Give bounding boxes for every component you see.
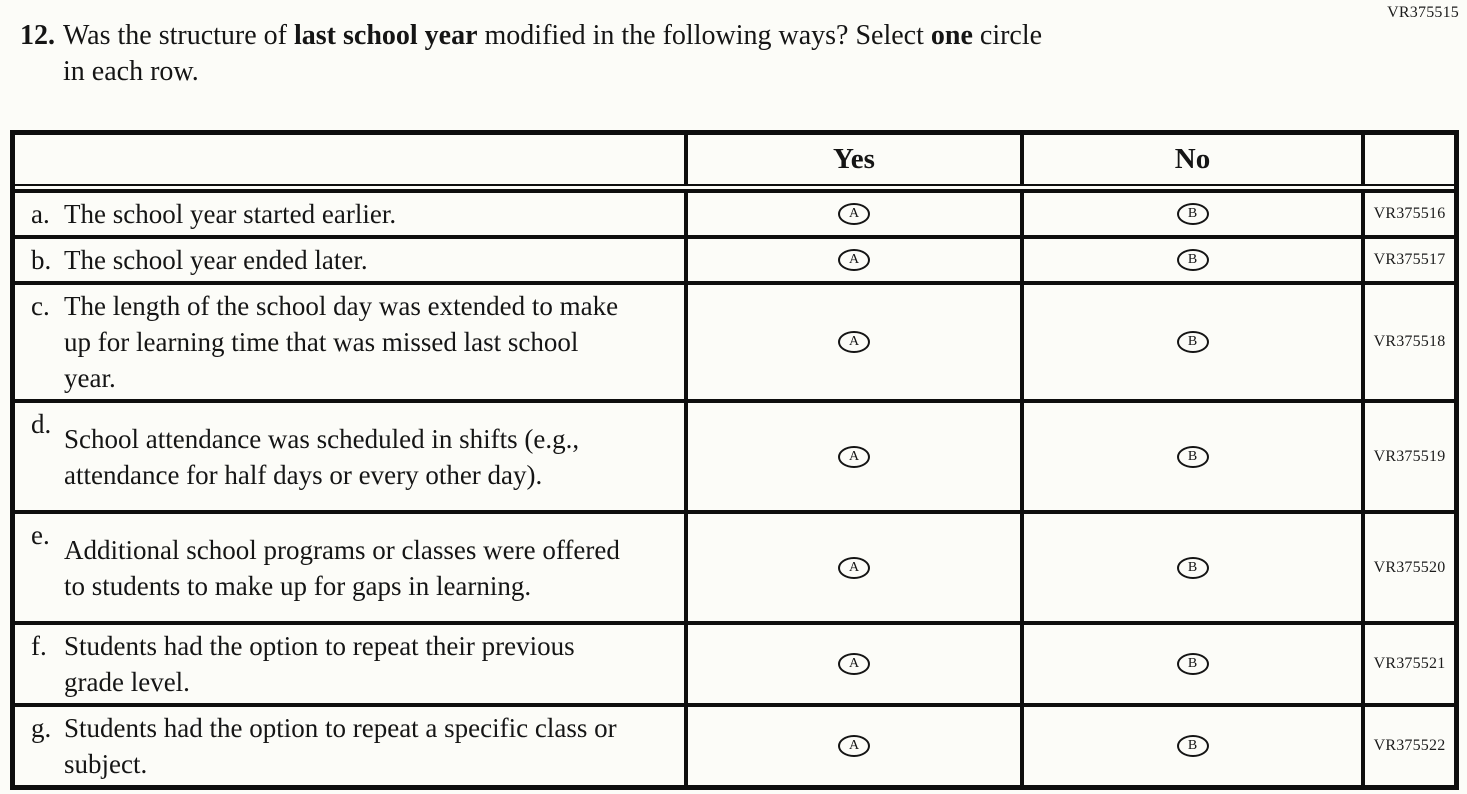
table-body: a. The school year started earlier. A B … — [15, 189, 1454, 785]
row-statement-cell: b. The school year ended later. — [15, 239, 688, 281]
row-text: Additional school programs or classes we… — [64, 534, 620, 601]
question-line-2: in each row. — [63, 56, 199, 87]
row-statement-cell: e. Additional school programs or classes… — [15, 514, 688, 621]
col-header-yes: Yes — [688, 135, 1024, 184]
row-label: e. — [31, 520, 50, 550]
yes-cell: A — [688, 193, 1024, 235]
table-row-e: e. Additional school programs or classes… — [15, 514, 1454, 625]
row-text: School attendance was scheduled in shift… — [64, 423, 580, 490]
row-statement-cell: g. Students had the option to repeat a s… — [15, 707, 688, 785]
answer-bubble-no[interactable]: B — [1176, 735, 1209, 757]
answer-bubble-no[interactable]: B — [1176, 653, 1209, 675]
row-statement-cell: f. Students had the option to repeat the… — [15, 625, 688, 703]
row-label: g. — [31, 713, 52, 743]
no-cell: B — [1024, 625, 1365, 703]
yes-cell: A — [688, 285, 1024, 399]
answer-bubble-no[interactable]: B — [1176, 445, 1209, 468]
question-bold-last-school-year: last school year — [294, 20, 478, 51]
table-row-g: g. Students had the option to repeat a s… — [15, 707, 1454, 785]
header-row: Yes No — [15, 135, 1454, 186]
answer-bubble-yes[interactable]: A — [838, 653, 870, 675]
no-cell: B — [1024, 514, 1365, 621]
row-statement-cell: d. School attendance was scheduled in sh… — [15, 403, 688, 510]
row-label: d. — [31, 409, 52, 439]
row-label: c. — [31, 291, 50, 321]
header-blank-code-cell — [1365, 135, 1454, 184]
answer-bubble-yes[interactable]: A — [838, 249, 870, 271]
question-text: Was the structure of last school year mo… — [63, 18, 1042, 90]
answer-bubble-yes[interactable]: A — [838, 203, 870, 225]
response-table: Yes No a. The school year started earlie… — [10, 130, 1459, 790]
row-label: f. — [31, 631, 47, 661]
yes-cell: A — [688, 514, 1024, 621]
row-vr-code: VR375518 — [1373, 333, 1446, 350]
no-cell: B — [1024, 239, 1365, 281]
question-bold-one: one — [930, 20, 973, 51]
form-code-top: VR375515 — [1387, 4, 1459, 21]
no-cell: B — [1024, 285, 1365, 399]
table-row-f: f. Students had the option to repeat the… — [15, 625, 1454, 707]
table-row-d: d. School attendance was scheduled in sh… — [15, 403, 1454, 514]
row-vr-code: VR375520 — [1373, 558, 1446, 576]
row-label: b. — [31, 245, 52, 275]
table-row-c: c. The length of the school day was exte… — [15, 285, 1454, 403]
table-row-a: a. The school year started earlier. A B … — [15, 193, 1454, 239]
no-cell: B — [1024, 193, 1365, 235]
row-vr-code: VR375517 — [1373, 251, 1446, 268]
row-text: Students had the option to repeat their … — [64, 631, 575, 697]
row-statement-cell: a. The school year started earlier. — [15, 193, 688, 235]
row-vr-code: VR375516 — [1373, 205, 1446, 222]
table-row-b: b. The school year ended later. A B VR37… — [15, 239, 1454, 285]
row-text: The school year ended later. — [64, 245, 368, 275]
answer-bubble-yes[interactable]: A — [838, 331, 870, 353]
answer-bubble-yes[interactable]: A — [838, 445, 870, 468]
yes-cell: A — [688, 403, 1024, 510]
answer-bubble-no[interactable]: B — [1176, 556, 1209, 579]
answer-bubble-no[interactable]: B — [1176, 331, 1209, 353]
question-12: 12. Was the structure of last school yea… — [20, 18, 1042, 90]
row-vr-code: VR375521 — [1373, 655, 1446, 672]
answer-bubble-yes[interactable]: A — [838, 556, 870, 579]
row-vr-code: VR375519 — [1373, 447, 1446, 465]
yes-cell: A — [688, 239, 1024, 281]
row-statement-cell: c. The length of the school day was exte… — [15, 285, 688, 399]
row-text: Students had the option to repeat a spec… — [64, 713, 617, 779]
row-vr-code: VR375522 — [1373, 737, 1446, 754]
row-label: a. — [31, 199, 50, 229]
header-blank-cell — [15, 135, 688, 184]
no-cell: B — [1024, 403, 1365, 510]
answer-bubble-yes[interactable]: A — [838, 735, 870, 757]
col-header-no: No — [1024, 135, 1365, 184]
answer-bubble-no[interactable]: B — [1176, 203, 1209, 225]
yes-cell: A — [688, 625, 1024, 703]
question-line-1: Was the structure of last school year mo… — [63, 20, 1043, 51]
row-text: The length of the school day was extende… — [64, 291, 619, 393]
answer-bubble-no[interactable]: B — [1176, 249, 1209, 271]
yes-cell: A — [688, 707, 1024, 785]
no-cell: B — [1024, 707, 1365, 785]
row-text: The school year started earlier. — [64, 199, 397, 229]
question-number: 12. — [20, 20, 55, 51]
